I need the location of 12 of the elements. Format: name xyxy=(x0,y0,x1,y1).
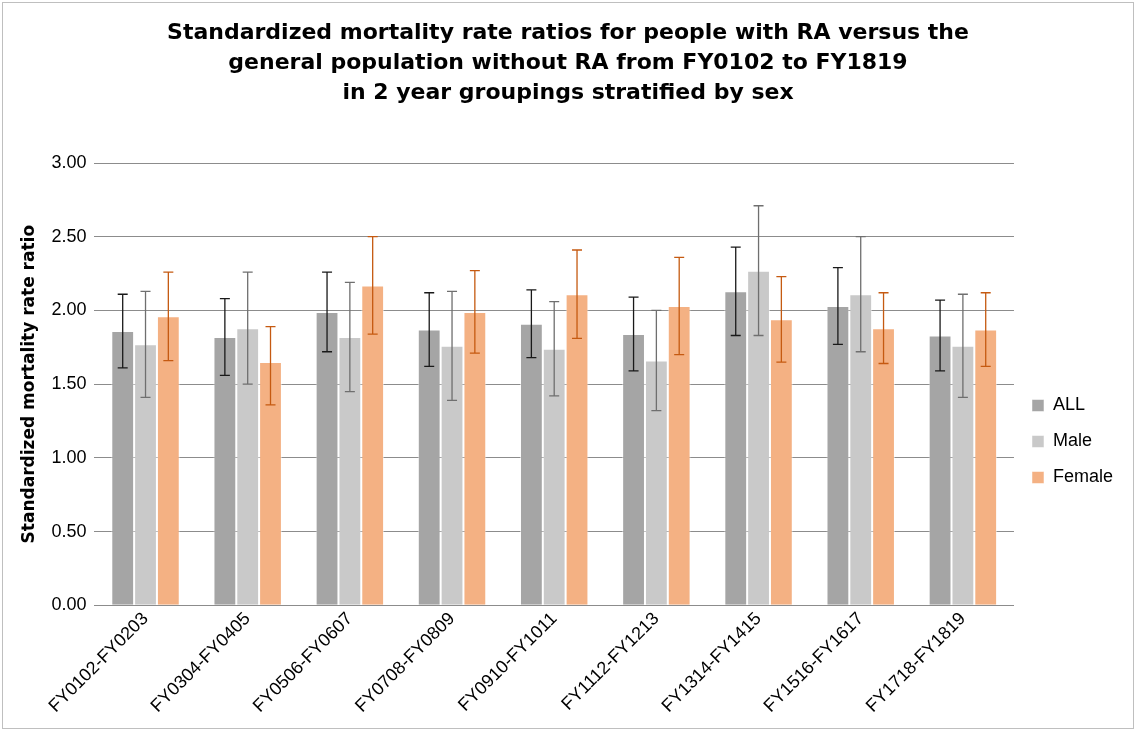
chart-title: Standardized mortality rate ratios for people with RA versus the general population without RA from FY0102 to FY1819 in 2 year groupings stratified by sex xyxy=(166,18,970,106)
y-tick-label: 2.00 xyxy=(51,299,87,320)
legend-label: ALL xyxy=(1052,394,1086,415)
y-axis-title: Standardized mortality rate ratio xyxy=(17,224,38,544)
y-tick-label: 1.00 xyxy=(51,446,87,467)
legend-label: Male xyxy=(1052,430,1092,451)
y-tick-label: 0.50 xyxy=(51,520,87,541)
legend-label: Female xyxy=(1052,466,1114,487)
y-tick-label: 0.00 xyxy=(51,594,87,615)
y-tick-label: 2.50 xyxy=(51,225,87,246)
y-tick-label: 1.50 xyxy=(51,373,87,394)
y-tick-label: 3.00 xyxy=(51,151,87,172)
